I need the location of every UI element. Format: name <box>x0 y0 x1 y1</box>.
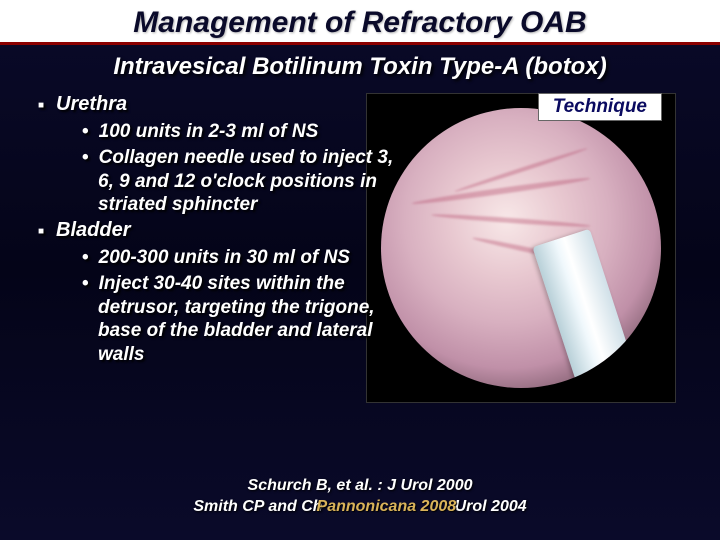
reference-text-b: Urol 2004 <box>450 498 526 515</box>
reference-line: Smith CP and ChPannonicana 2008 Urol 200… <box>0 496 720 518</box>
technique-label: Technique <box>538 93 662 121</box>
cystoscopy-photo <box>366 93 676 403</box>
bullet-sub: Collagen needle used to inject 3, 6, 9 a… <box>82 146 398 217</box>
bullet-sub: 100 units in 2-3 ml of NS <box>82 120 398 144</box>
bullet-text-block: Urethra 100 units in 2-3 ml of NS Collag… <box>38 93 398 369</box>
content-area: Technique Urethra 100 units in 2-3 ml of… <box>0 93 720 453</box>
technique-label-text: Technique <box>553 96 647 117</box>
slide-title: Management of Refractory OAB <box>0 0 720 45</box>
reference-line: Schurch B, et al. : J Urol 2000 <box>0 475 720 497</box>
bullet-sub: 200-300 units in 30 ml of NS <box>82 246 398 270</box>
tissue-view <box>381 108 661 388</box>
references: Schurch B, et al. : J Urol 2000 Smith CP… <box>0 475 720 518</box>
bullet-sub: Inject 30-40 sites within the detrusor, … <box>82 272 398 367</box>
bullet-heading: Bladder <box>38 219 398 242</box>
slide-subtitle-text: Intravesical Botilinum Toxin Type-A (bot… <box>113 53 606 80</box>
reference-text-a: Smith CP and Ch <box>193 498 322 515</box>
injection-needle-icon <box>532 229 645 388</box>
vessel-icon <box>431 212 591 228</box>
bullet-heading: Urethra <box>38 93 398 116</box>
vessel-icon <box>411 176 590 207</box>
slide-subtitle: Intravesical Botilinum Toxin Type-A (bot… <box>0 53 720 81</box>
slide-title-text: Management of Refractory OAB <box>133 6 586 39</box>
footer-overlay: Pannonicana 2008 <box>317 498 457 515</box>
